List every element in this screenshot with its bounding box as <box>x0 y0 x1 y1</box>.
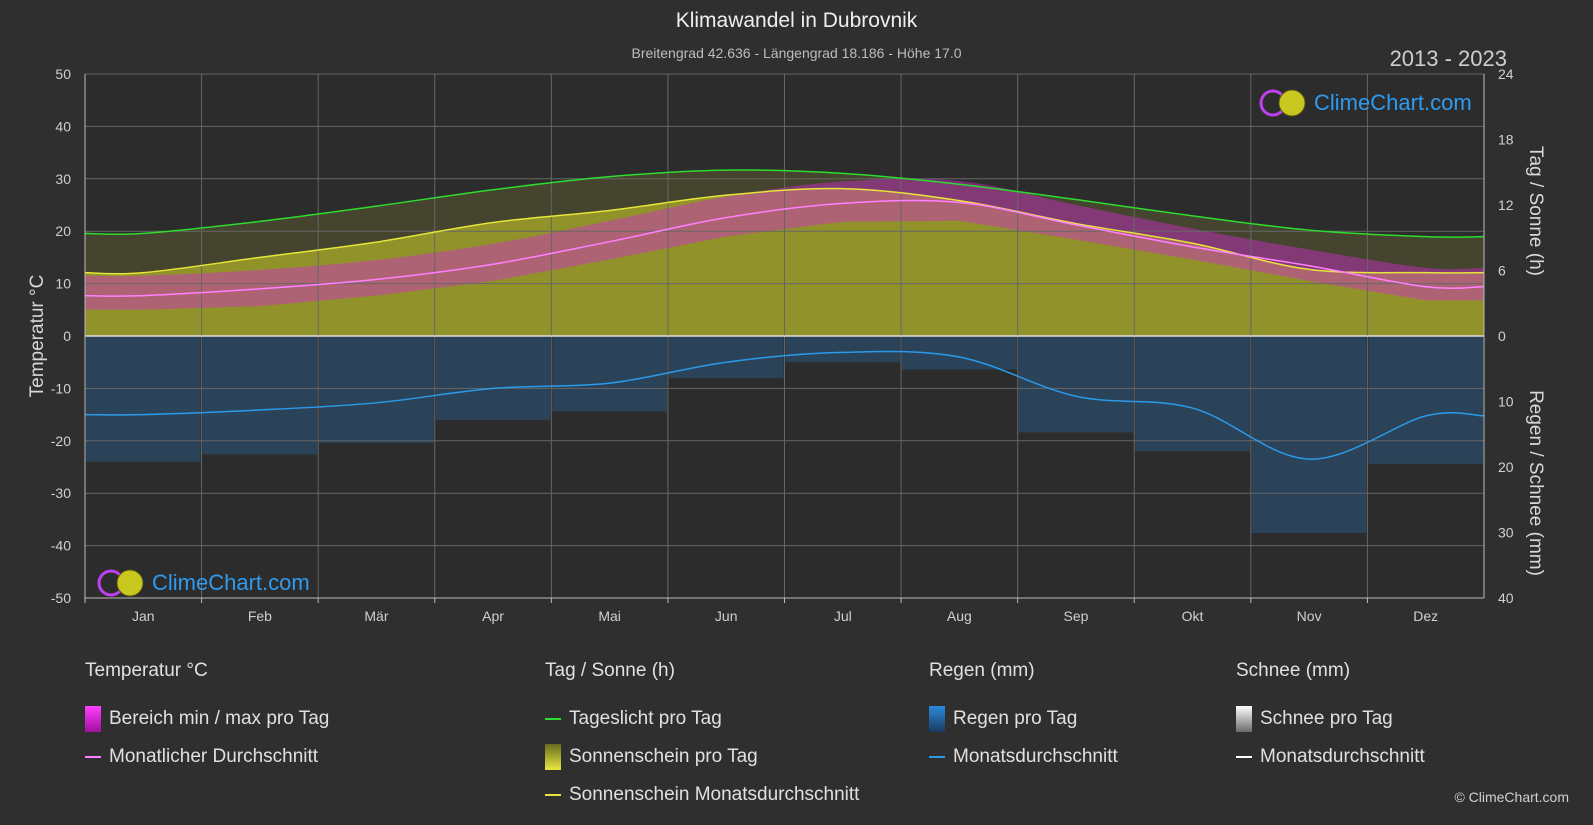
y-tick-label: -10 <box>51 380 71 396</box>
y-tick-label: 30 <box>55 171 71 187</box>
y-tick-label: 0 <box>63 328 71 344</box>
rain-bar <box>1368 336 1483 464</box>
y-axis-title: Temperatur °C <box>27 275 48 398</box>
temp-avg-line <box>84 199 1485 297</box>
daylight-line <box>84 169 1485 238</box>
rain-bar <box>202 336 318 455</box>
rain-avg-line <box>84 350 1485 460</box>
chart-title: Klimawandel in Dubrovnik <box>675 9 918 32</box>
x-tick-label: Mai <box>598 608 621 624</box>
rain-bar <box>1251 336 1367 534</box>
legend-rain: Regen (mm) Regen pro Tag Monatsdurchschn… <box>929 660 1118 776</box>
year-range: 2013 - 2023 <box>1389 46 1507 71</box>
rain-bar <box>86 336 201 462</box>
y-tick-label: -40 <box>51 538 71 554</box>
legend-label: Schnee pro Tag <box>1260 708 1393 729</box>
rain-bar <box>552 336 667 412</box>
legend-heading: Schnee (mm) <box>1236 660 1351 681</box>
legend-label: Monatlicher Durchschnitt <box>109 746 319 767</box>
logo-icon <box>97 569 144 597</box>
x-tick-label: Nov <box>1297 608 1322 624</box>
x-tick-label: Sep <box>1063 608 1088 624</box>
y-tick-label: 10 <box>55 276 71 292</box>
snow-swatch <box>1236 706 1252 732</box>
y2-tick-label: 24 <box>1498 66 1514 82</box>
legend-temperature: Temperatur °C Bereich min / max pro Tag … <box>85 660 329 776</box>
y-tick-label: -30 <box>51 485 71 501</box>
rain-bar <box>785 336 901 363</box>
temp-avg-swatch <box>85 756 101 758</box>
logo-icon <box>1259 89 1306 117</box>
sunshine-swatch <box>545 744 561 770</box>
y2-tick-label: 12 <box>1498 197 1514 213</box>
legend-heading: Temperatur °C <box>85 660 208 681</box>
legend-label: Sonnenschein Monatsdurchschnitt <box>569 784 860 805</box>
legend-snow: Schnee (mm) Schnee pro Tag Monatsdurchsc… <box>1236 660 1425 776</box>
x-tick-label: Jun <box>715 608 738 624</box>
snow-avg-swatch <box>1236 756 1252 758</box>
legend-label: Monatsdurchschnitt <box>953 746 1118 767</box>
legend-heading: Regen (mm) <box>929 660 1035 681</box>
y3-tick-label: 20 <box>1498 459 1514 475</box>
x-tick-label: Dez <box>1413 608 1438 624</box>
y-tick-label: 50 <box>55 66 71 82</box>
chart-subtitle: Breitengrad 42.636 - Längengrad 18.186 -… <box>631 45 962 61</box>
x-tick-label: Jul <box>834 608 852 624</box>
legend-item: Monatlicher Durchschnitt <box>85 738 329 776</box>
y3-tick-label: 30 <box>1498 525 1514 541</box>
x-tick-label: Feb <box>248 608 272 624</box>
x-tick-label: Aug <box>947 608 972 624</box>
climate-chart: 50 40 30 20 10 0 -10 -20 -30 -40 -50 24 18 12 6 0 10 20 30… <box>27 66 1546 624</box>
logo-bottom[interactable]: ClimeChart.com <box>96 568 310 598</box>
legend-item: Monatsdurchschnitt <box>929 738 1118 776</box>
y2-tick-label: 0 <box>1498 328 1506 344</box>
x-tick-label: Apr <box>482 608 504 624</box>
rain-avg-swatch <box>929 756 945 758</box>
daylight-swatch <box>545 718 561 720</box>
legend-label: Monatsdurchschnitt <box>1260 746 1425 767</box>
legend-sun: Tag / Sonne (h) Tageslicht pro Tag Sonne… <box>545 660 859 814</box>
legend-item: Schnee pro Tag <box>1236 700 1425 738</box>
sunshine-avg-line <box>84 187 1485 275</box>
legend-item: Sonnenschein Monatsdurchschnitt <box>545 776 859 814</box>
legend-item: Tageslicht pro Tag <box>545 700 859 738</box>
y-tick-label: 40 <box>55 118 71 134</box>
rain-bar <box>1018 336 1134 433</box>
y2-tick-label: 6 <box>1498 263 1506 279</box>
rain-bar <box>319 336 434 443</box>
y-tick-label: -20 <box>51 433 71 449</box>
y3-axis-title: Regen / Schnee (mm) <box>1525 390 1546 576</box>
y-tick-label: -50 <box>51 590 71 606</box>
x-tick-label: Mär <box>364 608 388 624</box>
rain-swatch <box>929 706 945 732</box>
legend-heading: Tag / Sonne (h) <box>545 660 675 681</box>
y2-tick-label: 18 <box>1498 132 1514 148</box>
legend-item: Bereich min / max pro Tag <box>85 700 329 738</box>
y2-axis-title: Tag / Sonne (h) <box>1525 146 1546 276</box>
y-tick-label: 20 <box>55 223 71 239</box>
logo-top[interactable]: ClimeChart.com <box>1258 88 1472 118</box>
x-tick-label: Okt <box>1182 608 1204 624</box>
legend-label: Bereich min / max pro Tag <box>109 708 330 729</box>
legend-item: Regen pro Tag <box>929 700 1118 738</box>
logo-text: ClimeChart.com <box>1314 90 1472 115</box>
temp-range-swatch <box>85 706 101 732</box>
legend-item: Sonnenschein pro Tag <box>545 738 859 776</box>
x-tick-label: Jan <box>132 608 155 624</box>
sunshine-avg-swatch <box>545 794 561 796</box>
y3-tick-label: 10 <box>1498 394 1514 410</box>
legend-label: Sonnenschein pro Tag <box>569 746 758 767</box>
legend-label: Tageslicht pro Tag <box>569 708 722 729</box>
copyright: © ClimeChart.com <box>1454 789 1569 805</box>
legend-item: Monatsdurchschnitt <box>1236 738 1425 776</box>
legend-label: Regen pro Tag <box>953 708 1078 729</box>
rain-bar <box>1135 336 1250 452</box>
y3-tick-label: 40 <box>1498 590 1514 606</box>
logo-text: ClimeChart.com <box>152 570 310 595</box>
rain-bar <box>435 336 551 420</box>
